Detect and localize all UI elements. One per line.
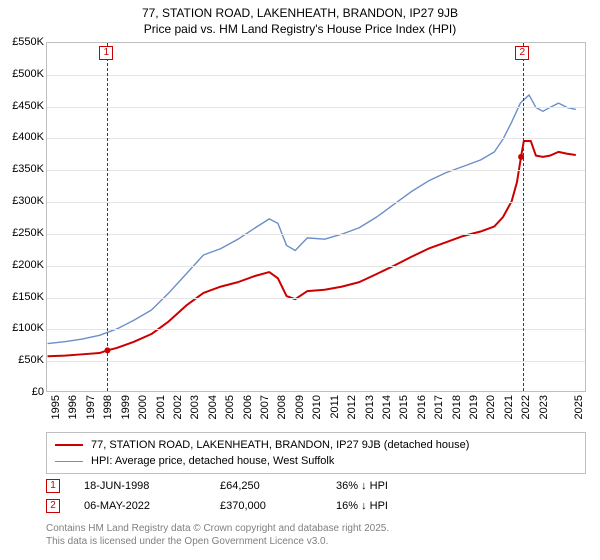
y-tick-label: £400K (2, 131, 44, 143)
y-gridline (47, 202, 585, 203)
y-tick-label: £150K (2, 291, 44, 303)
x-tick-label: 1998 (102, 395, 114, 419)
x-tick-label: 2005 (224, 395, 236, 419)
y-tick-label: £500K (2, 68, 44, 80)
y-tick-label: £350K (2, 163, 44, 175)
y-gridline (47, 107, 585, 108)
y-tick-label: £450K (2, 100, 44, 112)
title-line-2: Price paid vs. HM Land Registry's House … (0, 22, 600, 36)
x-tick-label: 2013 (364, 395, 376, 419)
sale-pct: 36% ↓ HPI (336, 480, 456, 492)
plot-area (46, 42, 586, 392)
legend-swatch (55, 444, 83, 446)
legend-row: HPI: Average price, detached house, West… (55, 453, 577, 469)
y-tick-label: £250K (2, 227, 44, 239)
x-tick-label: 2019 (468, 395, 480, 419)
x-tick-label: 2014 (381, 395, 393, 419)
y-gridline (47, 266, 585, 267)
x-tick-label: 2004 (207, 395, 219, 419)
x-tick-label: 2017 (433, 395, 445, 419)
x-tick-label: 2010 (311, 395, 323, 419)
sale-marker-box: 2 (515, 46, 529, 60)
x-tick-label: 2021 (503, 395, 515, 419)
line-layer (47, 43, 585, 391)
sale-marker-box: 1 (99, 46, 113, 60)
x-tick-label: 2022 (520, 395, 532, 419)
y-tick-label: £200K (2, 259, 44, 271)
y-gridline (47, 329, 585, 330)
sale-date: 06-MAY-2022 (84, 500, 214, 512)
sale-row: 2 06-MAY-2022 £370,000 16% ↓ HPI (46, 496, 586, 516)
y-gridline (47, 298, 585, 299)
x-tick-label: 2008 (276, 395, 288, 419)
y-tick-label: £0 (2, 386, 44, 398)
sale-row: 1 18-JUN-1998 £64,250 36% ↓ HPI (46, 476, 586, 496)
sale-row-marker: 2 (46, 499, 60, 513)
y-tick-label: £300K (2, 195, 44, 207)
sale-marker-line (523, 43, 524, 391)
legend-row: 77, STATION ROAD, LAKENHEATH, BRANDON, I… (55, 437, 577, 453)
y-gridline (47, 170, 585, 171)
legend-swatch (55, 461, 83, 462)
legend: 77, STATION ROAD, LAKENHEATH, BRANDON, I… (46, 432, 586, 474)
sale-marker-line (107, 43, 108, 391)
x-tick-label: 2007 (259, 395, 271, 419)
legend-label: HPI: Average price, detached house, West… (91, 455, 334, 467)
x-tick-label: 2001 (155, 395, 167, 419)
sale-price: £370,000 (220, 500, 330, 512)
series-hpi (48, 95, 576, 344)
footer-line-2: This data is licensed under the Open Gov… (46, 535, 389, 548)
x-tick-label: 1999 (120, 395, 132, 419)
y-tick-label: £550K (2, 36, 44, 48)
x-tick-label: 1996 (67, 395, 79, 419)
y-tick-label: £50K (2, 354, 44, 366)
title-line-1: 77, STATION ROAD, LAKENHEATH, BRANDON, I… (0, 6, 600, 20)
y-gridline (47, 75, 585, 76)
sales-table: 1 18-JUN-1998 £64,250 36% ↓ HPI 2 06-MAY-2022… (46, 476, 586, 516)
title-block: 77, STATION ROAD, LAKENHEATH, BRANDON, I… (0, 0, 600, 36)
x-tick-label: 2012 (346, 395, 358, 419)
footer-line-1: Contains HM Land Registry data © Crown c… (46, 522, 389, 535)
x-tick-label: 2018 (451, 395, 463, 419)
x-tick-label: 2006 (242, 395, 254, 419)
y-gridline (47, 234, 585, 235)
x-tick-label: 2011 (329, 395, 341, 419)
x-tick-label: 2023 (538, 395, 550, 419)
sale-price: £64,250 (220, 480, 330, 492)
x-tick-label: 2016 (416, 395, 428, 419)
x-tick-label: 2020 (485, 395, 497, 419)
x-tick-label: 2000 (137, 395, 149, 419)
y-gridline (47, 361, 585, 362)
x-tick-label: 2003 (189, 395, 201, 419)
chart-container: 77, STATION ROAD, LAKENHEATH, BRANDON, I… (0, 0, 600, 560)
x-tick-label: 2015 (398, 395, 410, 419)
legend-label: 77, STATION ROAD, LAKENHEATH, BRANDON, I… (91, 439, 469, 451)
x-tick-label: 2009 (294, 395, 306, 419)
sale-date: 18-JUN-1998 (84, 480, 214, 492)
x-tick-label: 2025 (573, 395, 585, 419)
sale-pct: 16% ↓ HPI (336, 500, 456, 512)
x-tick-label: 1995 (50, 395, 62, 419)
footer: Contains HM Land Registry data © Crown c… (46, 522, 389, 548)
y-gridline (47, 138, 585, 139)
x-tick-label: 2002 (172, 395, 184, 419)
y-tick-label: £100K (2, 322, 44, 334)
sale-row-marker: 1 (46, 479, 60, 493)
x-tick-label: 1997 (85, 395, 97, 419)
